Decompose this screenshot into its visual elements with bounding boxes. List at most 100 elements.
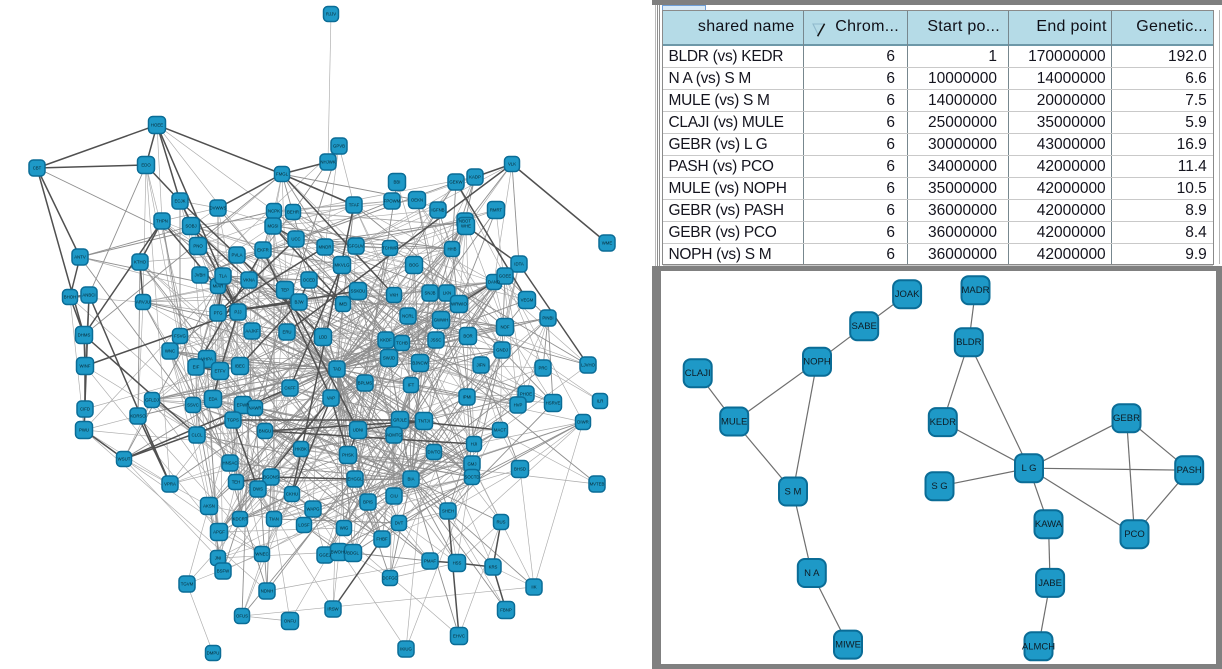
svg-text:IRSW: IRSW [327, 607, 339, 612]
svg-text:GWWH: GWWH [434, 318, 449, 323]
svg-text:IPMI: IPMI [463, 395, 472, 400]
svg-text:BWOHU: BWOHU [331, 550, 347, 555]
svg-text:WAPG: WAPG [307, 507, 321, 512]
svg-text:VLK: VLK [508, 162, 516, 167]
svg-text:WINF: WINF [80, 364, 91, 369]
svg-text:MADR: MADR [961, 285, 989, 296]
svg-text:MULE: MULE [720, 416, 746, 427]
svg-text:L G: L G [1021, 463, 1036, 474]
svg-text:EFWR: EFWR [237, 403, 250, 408]
svg-text:BBI: BBI [394, 180, 401, 185]
svg-text:SHEH: SHEH [442, 509, 454, 514]
svg-text:KADP: KADP [469, 175, 481, 180]
svg-text:CLAJI: CLAJI [684, 368, 710, 379]
svg-text:NAWR: NAWR [249, 406, 262, 411]
svg-text:DIWR: DIWR [577, 420, 588, 425]
svg-text:EDA: EDA [209, 397, 218, 402]
svg-text:TEH: TEH [232, 480, 241, 485]
svg-text:JABE: JABE [1038, 578, 1062, 589]
svg-text:BJNCW: BJNCW [412, 361, 428, 366]
svg-text:MNDR: MNDR [319, 245, 332, 250]
svg-text:KDCRT: KDCRT [233, 517, 248, 522]
svg-text:IMEI: IMEI [339, 302, 348, 307]
svg-text:TEP: TEP [281, 288, 289, 293]
svg-text:PVLA: PVLA [232, 253, 243, 258]
svg-text:PHOE: PHOE [520, 392, 532, 397]
svg-text:CKHU: CKHU [286, 492, 298, 497]
svg-text:FMGL: FMGL [276, 172, 289, 177]
svg-text:TLA: TLA [219, 274, 227, 279]
svg-text:SOBJ: SOBJ [185, 224, 196, 229]
svg-text:DWS: DWS [253, 487, 263, 492]
svg-text:WRWIO: WRWIO [451, 302, 467, 307]
svg-text:DIVTO: DIVTO [427, 450, 441, 455]
svg-text:BPIS: BPIS [363, 500, 373, 505]
svg-text:GFLDJ: GFLDJ [145, 398, 159, 403]
svg-text:GFGUV: GFGUV [348, 244, 363, 249]
svg-text:HSS: HSS [453, 561, 462, 566]
svg-text:KEDR: KEDR [929, 417, 956, 428]
svg-text:BHOH: BHOH [64, 295, 76, 300]
svg-text:JSSC: JSSC [431, 338, 442, 343]
svg-text:ILR: ILR [597, 399, 604, 404]
svg-text:GRJLE: GRJLE [393, 418, 407, 423]
svg-text:VAP: VAP [327, 396, 335, 401]
svg-text:TGVM: TGVM [181, 582, 194, 587]
svg-text:PASH: PASH [1176, 465, 1201, 476]
svg-text:PNO: PNO [193, 244, 203, 249]
svg-text:BJW: BJW [294, 300, 304, 305]
svg-text:DHMS: DHMS [78, 333, 91, 338]
svg-text:VKNA: VKNA [243, 278, 255, 283]
svg-text:EHGGL: EHGGL [347, 477, 363, 482]
svg-text:EHVC: EHVC [453, 634, 465, 639]
svg-text:JVBH: JVBH [195, 273, 206, 278]
svg-text:BOR: BOR [463, 334, 472, 339]
svg-text:PTG: PTG [214, 311, 223, 316]
svg-text:HOEE: HOEE [151, 123, 163, 128]
svg-text:HKBK: HKBK [295, 447, 307, 452]
svg-text:ETFV: ETFV [215, 369, 226, 374]
svg-text:NCRL: NCRL [402, 314, 414, 319]
svg-text:HNSAC: HNSAC [222, 461, 237, 466]
svg-text:MVTEB: MVTEB [590, 482, 605, 487]
svg-text:WSUT: WSUT [118, 457, 131, 462]
svg-text:IKIUG: IKIUG [400, 647, 412, 652]
svg-text:DAND: DAND [488, 280, 500, 285]
svg-text:BLDR: BLDR [956, 337, 981, 348]
svg-text:IBEC: IBEC [235, 364, 245, 369]
svg-text:AKSN: AKSN [203, 504, 215, 509]
svg-text:RMRT: RMRT [490, 208, 503, 213]
svg-text:KDRSO: KDRSO [130, 414, 146, 419]
svg-text:WIG: WIG [340, 526, 349, 531]
svg-text:ANTV: ANTV [74, 255, 86, 260]
svg-text:TCHB: TCHB [396, 341, 408, 346]
svg-text:VHPA: VHPA [201, 357, 213, 362]
svg-text:MACT: MACT [494, 428, 507, 433]
svg-text:UCC: UCC [291, 237, 300, 242]
svg-text:BIA: BIA [408, 477, 415, 482]
svg-text:MIAR: MIAR [213, 284, 224, 289]
svg-text:LKN: LKN [443, 291, 451, 296]
svg-text:UDNI: UDNI [353, 428, 364, 433]
svg-text:MGSI: MGSI [268, 224, 279, 229]
svg-text:ARVJU: ARVJU [136, 300, 150, 305]
svg-text:PRC: PRC [538, 366, 547, 371]
svg-text:TNTJI: TNTJI [418, 419, 430, 424]
svg-text:PHSK: PHSK [342, 453, 354, 458]
svg-text:FHBF: FHBF [376, 537, 388, 542]
svg-text:GEKW: GEKW [449, 180, 463, 185]
svg-text:EKFR: EKFR [257, 248, 268, 253]
svg-text:SSKDU: SSKDU [351, 289, 366, 294]
svg-text:PWU: PWU [79, 428, 89, 433]
svg-text:NOF: NOF [500, 325, 509, 330]
svg-text:GNDJ: GNDJ [496, 348, 508, 353]
svg-text:GOEE: GOEE [499, 274, 512, 279]
svg-text:MIWE: MIWE [835, 639, 861, 650]
svg-text:CIU: CIU [390, 494, 397, 499]
svg-text:TGPS: TGPS [227, 418, 239, 423]
svg-text:NCPK: NCPK [268, 209, 280, 214]
svg-text:JOAK: JOAK [894, 289, 919, 300]
svg-text:DCFGC: DCFGC [382, 576, 397, 581]
svg-text:TCHWP: TCHWP [382, 246, 398, 251]
svg-text:TFAF: TFAF [349, 203, 360, 208]
